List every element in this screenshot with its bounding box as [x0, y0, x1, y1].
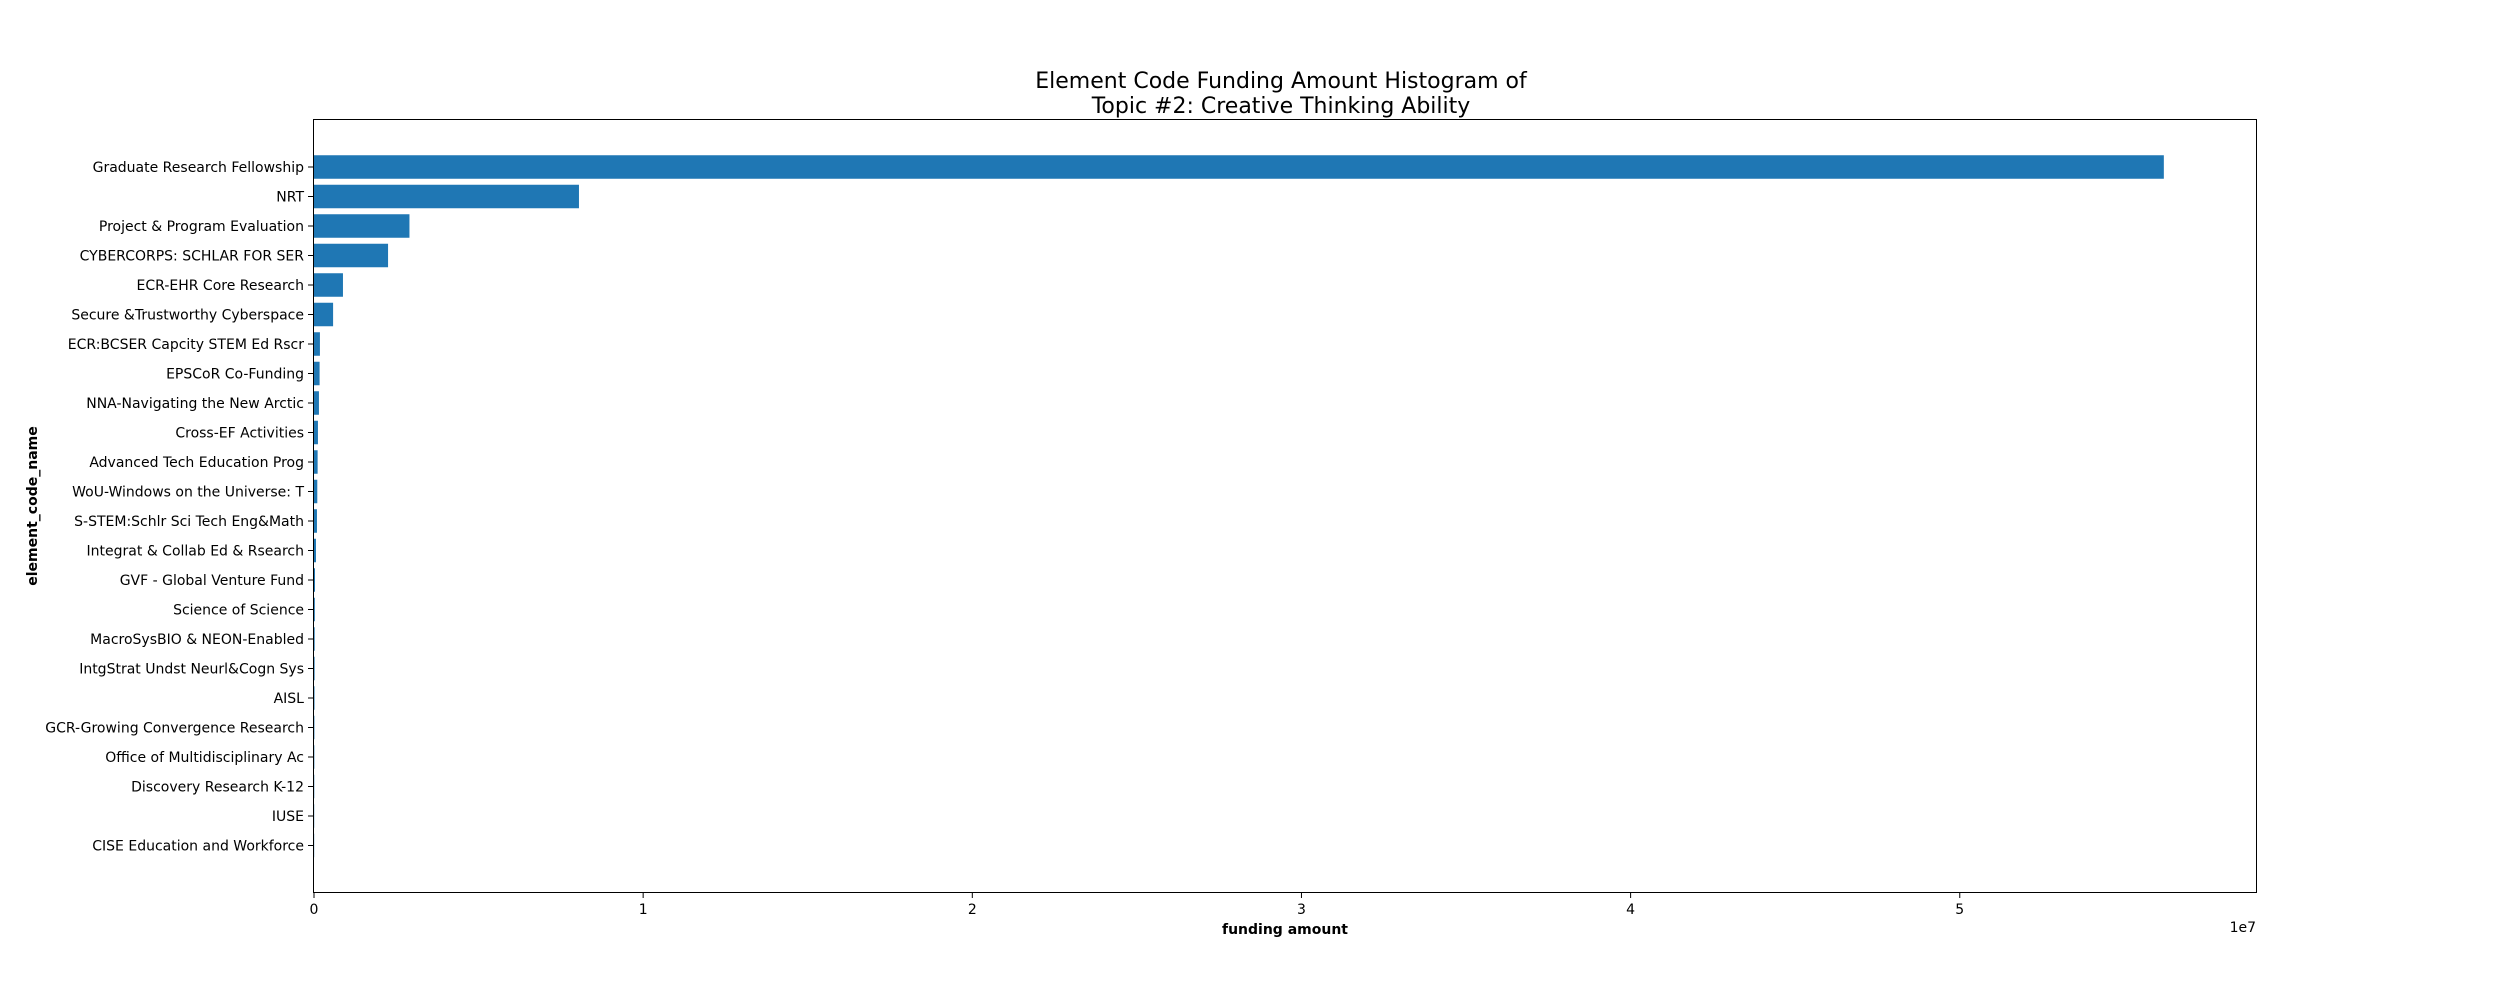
y-tick-label: NRT: [276, 190, 304, 206]
bar: [314, 627, 315, 651]
bar: [314, 332, 320, 356]
bar: [314, 598, 315, 622]
bar: [314, 273, 343, 297]
y-axis-label: element_code_name: [25, 426, 41, 585]
y-tick-label: Cross-EF Activities: [175, 426, 304, 442]
bar: [314, 568, 315, 592]
x-tick-label: 1: [639, 902, 648, 918]
chart-title-line-1: Element Code Funding Amount Histogram of: [1035, 69, 1528, 94]
y-tick-label: IntgStrat Undst Neurl&Cogn Sys: [79, 662, 304, 678]
bar: [314, 450, 318, 474]
bar: [314, 303, 333, 327]
y-tick-label: NNA-Navigating the New Arctic: [86, 396, 304, 412]
y-tick-label: Advanced Tech Education Prog: [89, 455, 304, 471]
y-tick-label: ECR:BCSER Capcity STEM Ed Rscr: [68, 337, 304, 353]
x-tick-label: 4: [1626, 902, 1635, 918]
bar: [314, 155, 2164, 179]
y-tick-label: CISE Education and Workforce: [92, 839, 304, 855]
y-tick-label: WoU-Windows on the Universe: T: [72, 485, 304, 501]
bars: [314, 155, 2164, 857]
bar: [314, 480, 317, 504]
x-axis-ticks: 0 1 2 3 4 5: [310, 892, 1965, 918]
y-tick-label: AISL: [274, 691, 305, 707]
y-tick-label: CYBERCORPS: SCHLAR FOR SER: [80, 249, 305, 265]
y-tick-label: EPSCoR Co-Funding: [166, 367, 304, 383]
bar: [314, 362, 320, 386]
x-axis-label: funding amount: [1222, 922, 1348, 938]
bar: [314, 391, 319, 415]
y-tick-label: S-STEM:Schlr Sci Tech Eng&Math: [74, 514, 304, 530]
bar: [314, 509, 317, 533]
y-axis-ticks: Graduate Research Fellowship NRT Project &…: [45, 160, 314, 855]
y-tick-label: ECR-EHR Core Research: [137, 278, 304, 294]
plot-area-frame: [314, 120, 2257, 893]
x-tick-label: 0: [310, 902, 319, 918]
y-tick-label: Discovery Research K-12: [131, 780, 304, 796]
y-tick-label: Graduate Research Fellowship: [93, 160, 304, 176]
y-tick-label: Project & Program Evaluation: [99, 219, 304, 235]
bar: [314, 421, 318, 445]
y-tick-label: Integrat & Collab Ed & Rsearch: [87, 544, 304, 560]
bar: [314, 214, 409, 238]
y-tick-label: Secure &Trustworthy Cyberspace: [71, 308, 304, 324]
x-tick-label: 5: [1955, 902, 1964, 918]
bar: [314, 185, 579, 209]
chart-title-line-2: Topic #2: Creative Thinking Ability: [1091, 94, 1471, 119]
y-tick-label: IUSE: [272, 809, 304, 825]
y-tick-label: GCR-Growing Convergence Research: [45, 721, 304, 737]
bar: [314, 539, 316, 563]
bar: [314, 244, 388, 268]
chart-title: Element Code Funding Amount Histogram of…: [1035, 69, 1528, 119]
x-tick-label: 2: [968, 902, 977, 918]
x-tick-label: 3: [1297, 902, 1306, 918]
x-axis-offset-label: 1e7: [2230, 920, 2256, 936]
y-tick-label: Science of Science: [173, 603, 304, 619]
y-tick-label: MacroSysBIO & NEON-Enabled: [90, 632, 304, 648]
y-tick-label: GVF - Global Venture Fund: [120, 573, 304, 589]
bar: [314, 657, 315, 681]
y-tick-label: Office of Multidisciplinary Ac: [105, 750, 304, 766]
